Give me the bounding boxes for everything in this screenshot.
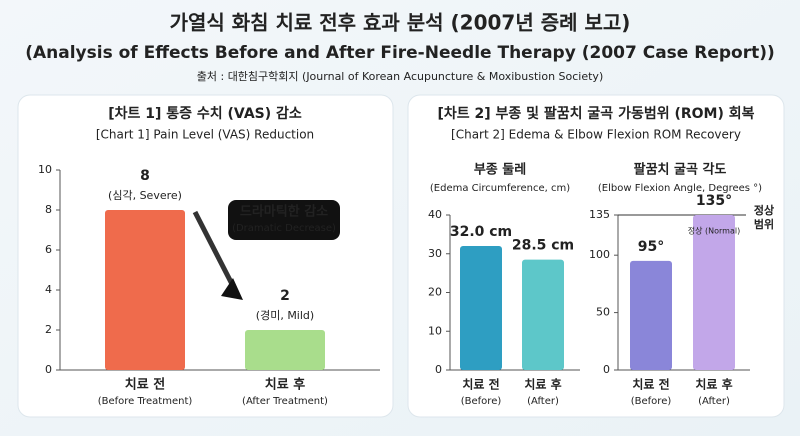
bar (630, 260, 672, 370)
x-tick-label: 치료 전 (632, 377, 669, 392)
panel-1 (17, 94, 394, 418)
x-tick-note: (After) (698, 396, 730, 407)
bar (693, 215, 735, 370)
value-label: 135° (696, 193, 732, 209)
y-tick-label: 6 (45, 243, 52, 256)
y-tick-label: 30 (428, 247, 442, 260)
x-tick-label: 치료 후 (695, 377, 732, 392)
callout-box (228, 200, 340, 240)
annotation: (심각, Severe) (108, 189, 182, 202)
x-tick-label: 치료 전 (462, 377, 499, 392)
x-tick-note: (After Treatment) (242, 396, 328, 407)
value-label: 32.0 cm (450, 224, 512, 240)
x-tick-note: (Before Treatment) (98, 396, 193, 407)
chart-subtitle: (Elbow Flexion Angle, Degrees °) (598, 183, 762, 194)
y-tick-label: 20 (428, 286, 442, 299)
x-tick-note: (Before) (631, 396, 672, 407)
y-tick-label: 0 (435, 363, 442, 376)
y-tick-label: 100 (589, 248, 610, 261)
chart-subtitle: (Edema Circumference, cm) (430, 183, 570, 194)
value-label: 95° (638, 239, 664, 255)
reference-label: 범위 (754, 217, 774, 231)
trend-arrow (192, 210, 238, 292)
title: 가열식 화침 치료 전후 효과 분석 (2007년 증례 보고) (170, 11, 631, 35)
y-tick-label: 50 (596, 306, 610, 319)
x-tick-label: 치료 전 (125, 377, 165, 393)
value-label: 8 (140, 168, 150, 184)
y-tick-label: 10 (428, 324, 442, 337)
x-tick-label: 치료 후 (524, 377, 561, 392)
y-tick-label: 0 (45, 363, 52, 376)
x-tick-note: (After) (527, 396, 559, 407)
bar (460, 246, 502, 370)
panel-title: [차트 2] 부종 및 팔꿈치 굴곡 가동범위 (ROM) 회복 (437, 105, 754, 122)
panel-subtitle: [Chart 2] Edema & Elbow Flexion ROM Reco… (451, 128, 741, 142)
value-label: 2 (280, 288, 290, 304)
panel-subtitle: [Chart 1] Pain Level (VAS) Reduction (96, 128, 314, 142)
panel-title: [차트 1] 통증 수치 (VAS) 감소 (108, 105, 302, 122)
x-tick-label: 치료 후 (265, 377, 305, 393)
y-tick-label: 4 (45, 283, 52, 296)
chart-title: 부종 둘레 (474, 163, 526, 178)
callout-text: (Dramatic Decrease) (232, 223, 336, 234)
chart-title: 팔꿈치 굴곡 각도 (634, 162, 727, 178)
reference-label: 정상 (754, 203, 774, 217)
annotation: 정상 (Normal) (688, 226, 740, 236)
callout-text: 드라마틱한 감소 (240, 204, 328, 220)
y-tick-label: 0 (603, 363, 610, 376)
y-tick-label: 40 (428, 208, 442, 221)
bar (245, 330, 325, 370)
bar (522, 259, 564, 370)
x-tick-note: (Before) (461, 396, 502, 407)
subtitle: (Analysis of Effects Before and After Fi… (25, 43, 775, 63)
y-tick-label: 10 (38, 163, 52, 176)
value-label: 28.5 cm (512, 238, 574, 254)
source: 출처 : 대한침구학회지 (Journal of Korean Acupunct… (197, 70, 604, 83)
bar (105, 210, 185, 370)
y-tick-label: 135 (589, 208, 610, 221)
arrow-head (221, 278, 243, 300)
y-tick-label: 8 (45, 203, 52, 216)
annotation: (경미, Mild) (256, 309, 314, 322)
y-tick-label: 2 (45, 323, 52, 336)
